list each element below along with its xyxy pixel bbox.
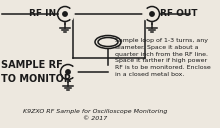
Wedge shape (68, 66, 77, 78)
Circle shape (66, 70, 70, 74)
Wedge shape (143, 8, 152, 20)
Circle shape (150, 12, 154, 16)
Text: Sample loop of 1-3 turns, any
diameter. Space it about a
quarter inch from the R: Sample loop of 1-3 turns, any diameter. … (115, 38, 211, 77)
Text: RF OUT: RF OUT (161, 8, 198, 18)
Text: K9ZXO RF Sample for Oscilloscope Monitoring
© 2017: K9ZXO RF Sample for Oscilloscope Monitor… (23, 109, 167, 121)
Text: RF IN: RF IN (29, 8, 57, 18)
Wedge shape (65, 8, 74, 20)
Circle shape (63, 12, 67, 16)
Text: SAMPLE RF
TO MONITOR: SAMPLE RF TO MONITOR (1, 60, 71, 84)
